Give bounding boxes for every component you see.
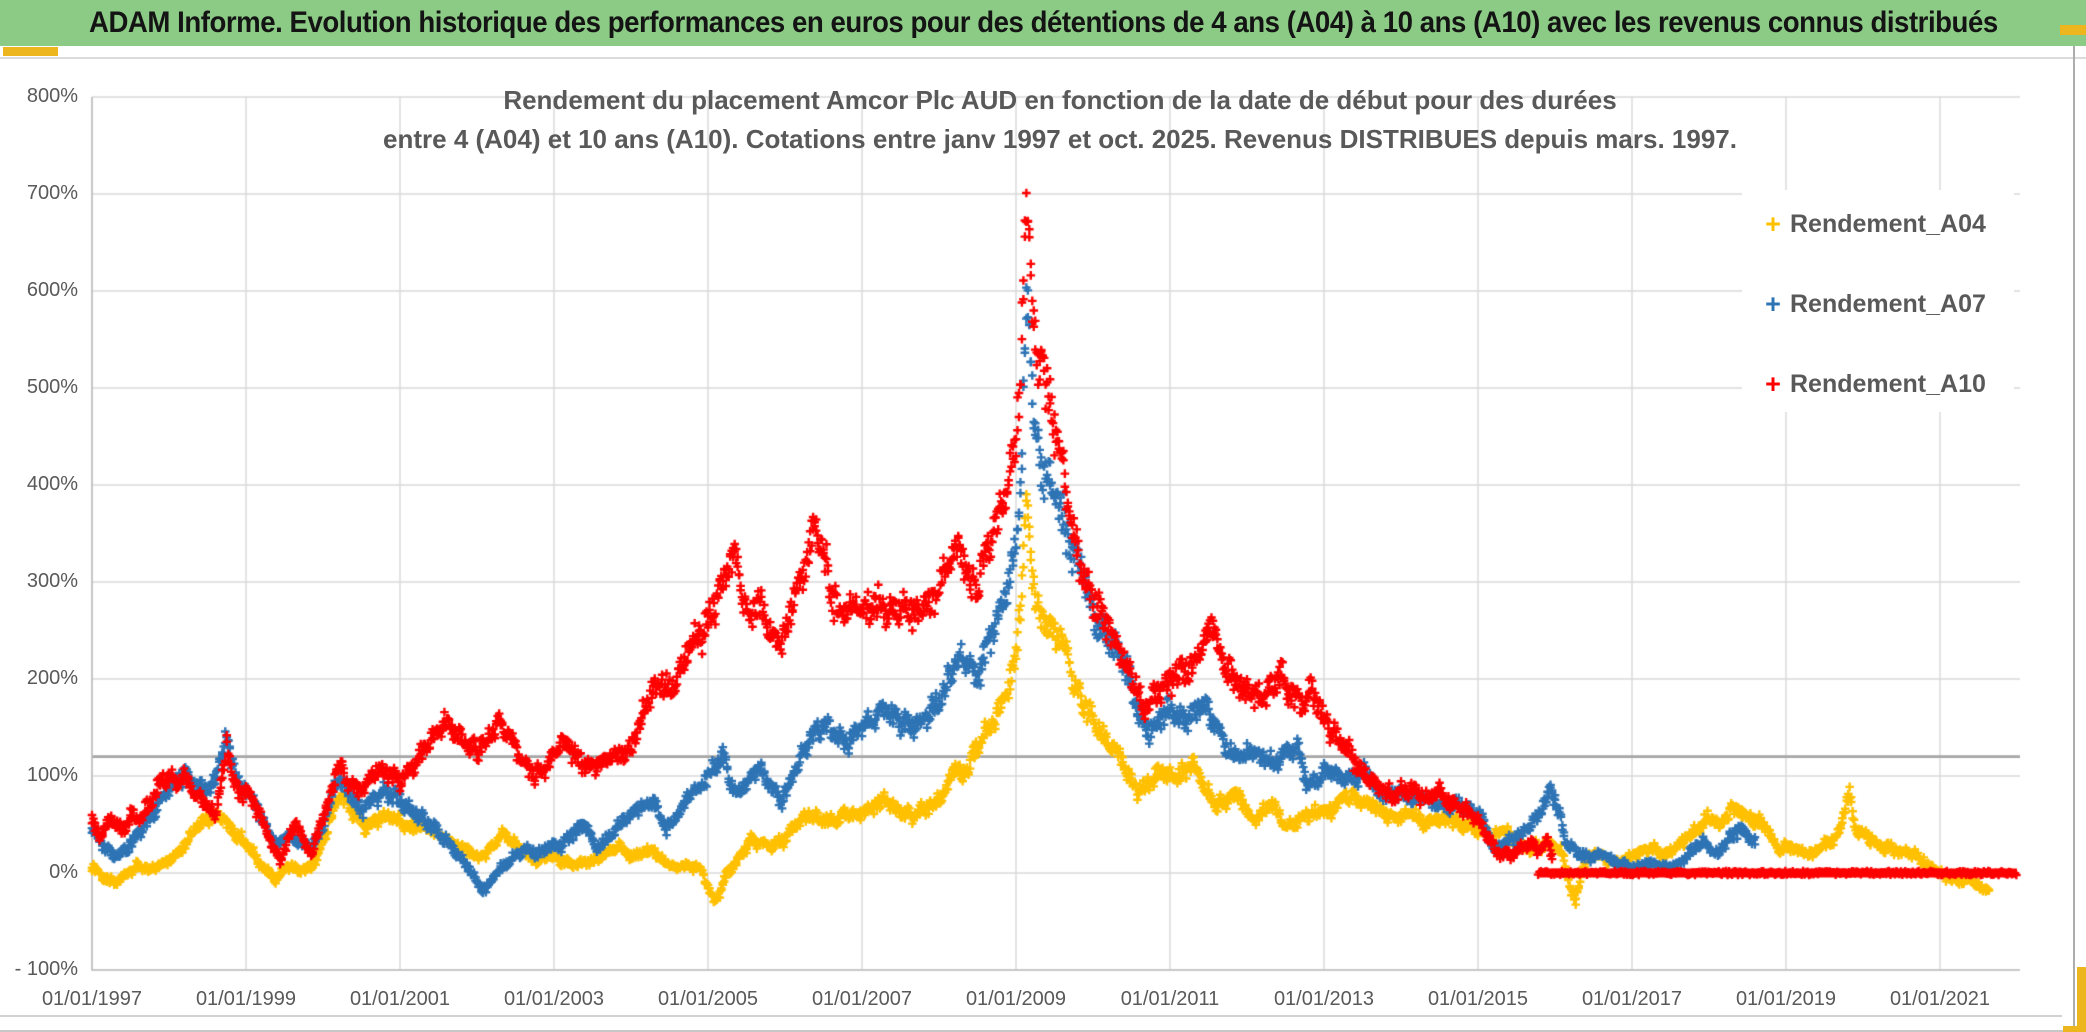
y-axis-tick: 800% [26,85,78,107]
y-axis-tick: 400% [26,473,78,495]
app-header-title: ADAM Informe. Evolution historique des p… [88,6,1998,39]
y-axis-tick: 0% [49,861,78,883]
gold-accent-bottom-right [2063,1026,2086,1032]
bottom-divider [0,1015,2062,1017]
header-divider [0,57,2086,59]
chart-legend: + Rendement_A04 + Rendement_A07 + Rendement_A… [1742,190,2014,412]
x-axis-tick: 01/01/2013 [1273,988,1375,1010]
y-axis-tick: 100% [26,764,78,786]
x-axis-tick: 01/01/2021 [1889,988,1991,1010]
gold-accent-top-right [2060,25,2086,35]
legend-item-rendement_a07[interactable]: + Rendement_A07 [1756,282,1986,326]
plus-marker-icon: + [1765,208,1781,239]
legend-item-rendement_a10[interactable]: + Rendement_A10 [1756,362,1986,406]
x-axis-tick: 01/01/2003 [503,988,605,1010]
plus-marker-icon: + [1765,288,1781,319]
y-axis-tick: - 100% [14,958,78,980]
x-axis-tick: 01/01/2019 [1735,988,1837,1010]
y-axis-tick: 200% [26,667,78,689]
x-axis-tick: 01/01/2015 [1427,988,1529,1010]
plus-marker-icon: + [1765,368,1781,399]
chart-title-line-1: Rendement du placement Amcor Plc AUD en … [503,85,1617,115]
y-axis-tick: 300% [26,570,78,592]
legend-label: Rendement_A10 [1790,369,1986,398]
x-axis-tick: 01/01/2005 [657,988,759,1010]
x-axis-tick: 01/01/2011 [1120,988,1220,1010]
legend-label: Rendement_A07 [1790,289,1986,318]
gold-accent-right-strip [2077,967,2086,1032]
x-axis-tick: 01/01/2009 [965,988,1067,1010]
chart-title-line-2: entre 4 (A04) et 10 ans (A10). Cotations… [383,124,1737,154]
y-axis-tick: 700% [26,182,78,204]
y-axis-tick: 600% [26,279,78,301]
gold-accent-top-left [3,47,58,56]
y-axis-tick: 500% [26,376,78,398]
app-header-bar: ADAM Informe. Evolution historique des p… [0,0,2086,46]
x-axis-tick: 01/01/2007 [811,988,913,1010]
x-axis-tick: 01/01/1997 [41,988,143,1010]
legend-label: Rendement_A04 [1790,209,1986,238]
legend-item-rendement_a04[interactable]: + Rendement_A04 [1756,202,1986,246]
x-axis-tick: 01/01/2017 [1581,988,1683,1010]
x-axis-tick: 01/01/2001 [349,988,451,1010]
window-bottom-edge [0,1030,2086,1032]
window-right-border [2073,46,2075,1032]
x-axis-tick: 01/01/1999 [195,988,297,1010]
